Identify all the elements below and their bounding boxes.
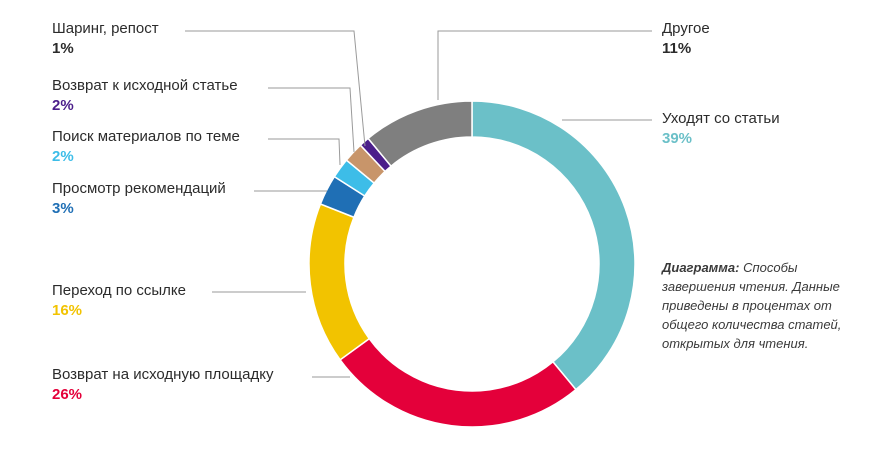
pct-link: 16% <box>52 302 83 319</box>
label-recommendations: Просмотр рекомендаций <box>52 180 226 197</box>
donut-slice-0 <box>471 100 636 391</box>
label-other: Другое <box>662 20 710 37</box>
pct-sharing: 1% <box>52 40 74 57</box>
pct-other: 11% <box>662 40 692 57</box>
pct-leave: 39% <box>662 130 693 147</box>
label-search: Поиск материалов по теме <box>52 128 240 145</box>
label-sharing: Шаринг, репост <box>52 20 159 37</box>
leader-line-4 <box>268 138 341 166</box>
caption-title: Диаграмма: <box>662 260 740 275</box>
donut-slices <box>308 100 636 428</box>
pct-recommendations: 3% <box>52 200 74 217</box>
leader-lines <box>185 30 652 378</box>
label-leave: Уходят со статьи <box>662 110 780 127</box>
label-return-article: Возврат к исходной статье <box>52 77 238 94</box>
donut-slice-1 <box>339 337 577 428</box>
label-return-platform: Возврат на исходную площадку <box>52 366 274 383</box>
pct-return-platform: 26% <box>52 386 83 403</box>
leader-line-5 <box>268 87 355 153</box>
label-link: Переход по ссылке <box>52 282 186 299</box>
leader-line-6 <box>185 30 366 147</box>
donut-slice-7 <box>367 100 473 168</box>
caption-text: Способы завершения чтения. Данные привед… <box>662 260 842 351</box>
chart-caption: Диаграмма: Способы завершения чтения. Да… <box>662 258 862 353</box>
leader-line-7 <box>437 30 652 100</box>
pct-search: 2% <box>52 148 74 165</box>
pct-return-article: 2% <box>52 97 74 114</box>
donut-slice-2 <box>308 203 371 361</box>
